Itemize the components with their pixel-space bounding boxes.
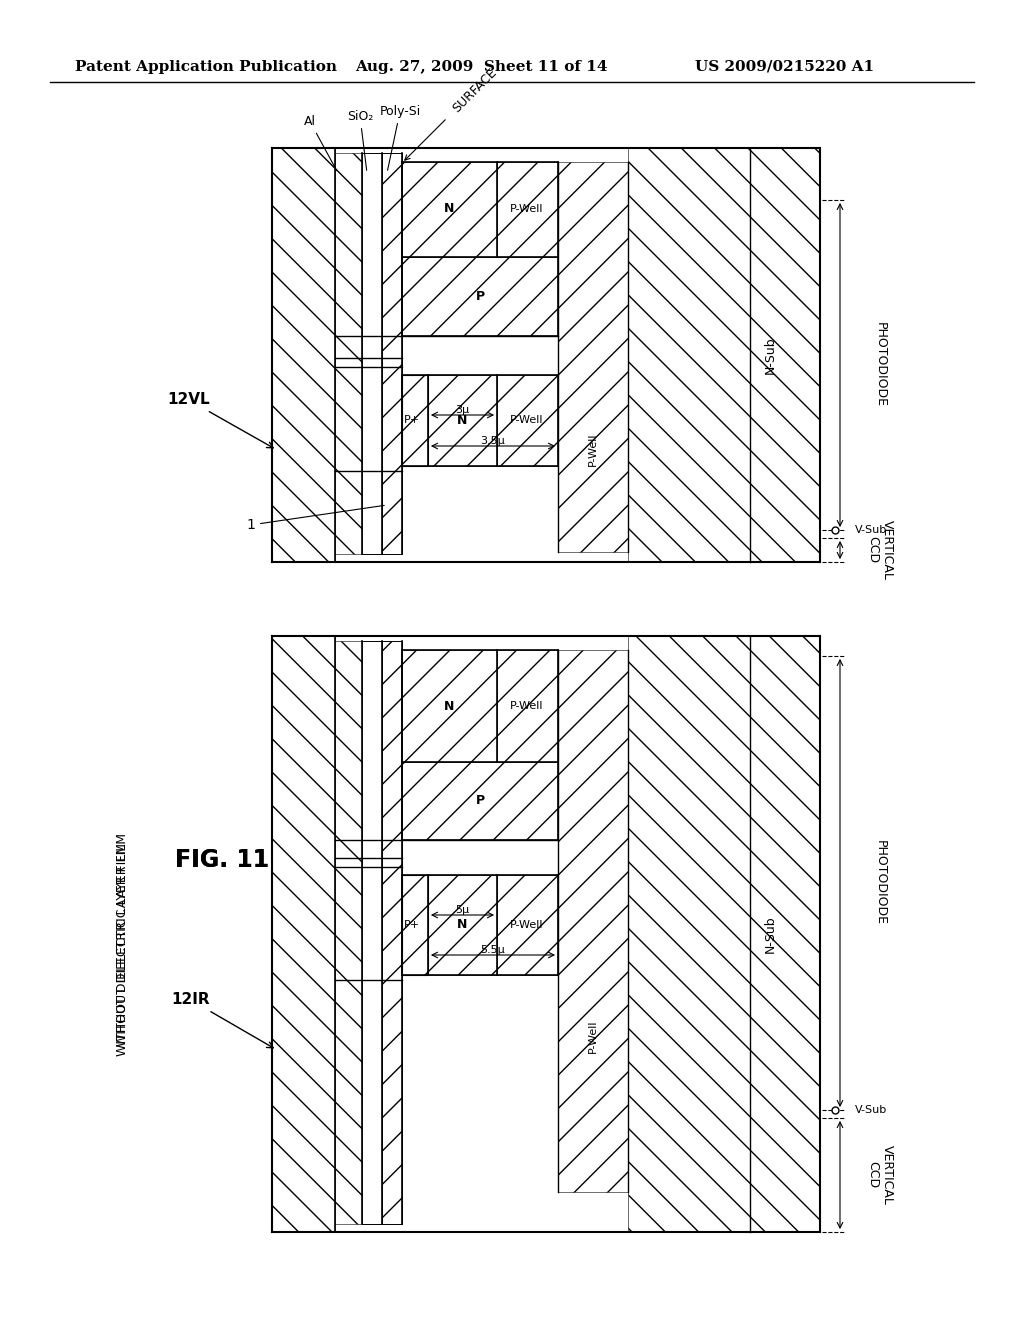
Text: 3μ: 3μ bbox=[455, 405, 469, 414]
Text: P+: P+ bbox=[403, 920, 420, 931]
Bar bbox=[335, 153, 362, 554]
Text: FIG. 11: FIG. 11 bbox=[175, 847, 269, 873]
Bar bbox=[497, 162, 558, 257]
Bar bbox=[272, 148, 335, 562]
Text: 1: 1 bbox=[246, 506, 384, 532]
Text: N: N bbox=[457, 919, 467, 932]
Text: Aug. 27, 2009  Sheet 11 of 14: Aug. 27, 2009 Sheet 11 of 14 bbox=[355, 59, 607, 74]
Text: Patent Application Publication: Patent Application Publication bbox=[75, 59, 337, 74]
Text: P-Well: P-Well bbox=[510, 205, 544, 214]
Bar bbox=[558, 649, 628, 1192]
Text: P-Well: P-Well bbox=[510, 920, 544, 931]
Text: WITHOUT DIELECTRIC LAYER FILM: WITHOUT DIELECTRIC LAYER FILM bbox=[116, 833, 128, 1047]
Text: 12VL: 12VL bbox=[167, 392, 273, 447]
Text: V-Sub: V-Sub bbox=[855, 525, 887, 535]
Text: Poly-Si: Poly-Si bbox=[379, 106, 421, 170]
Bar bbox=[628, 636, 820, 1232]
Text: VERTICAL
CCD: VERTICAL CCD bbox=[866, 1144, 894, 1205]
Text: US 2009/0215220 A1: US 2009/0215220 A1 bbox=[695, 59, 874, 74]
Bar bbox=[272, 636, 335, 1232]
Bar bbox=[382, 642, 402, 1224]
Bar bbox=[402, 875, 428, 975]
Text: 5μ: 5μ bbox=[455, 906, 469, 915]
Text: N: N bbox=[457, 413, 467, 426]
Text: P+: P+ bbox=[403, 414, 420, 425]
Text: P-Well: P-Well bbox=[588, 1019, 598, 1053]
Bar bbox=[497, 375, 558, 466]
Text: Al: Al bbox=[304, 115, 337, 170]
Text: P: P bbox=[475, 795, 484, 808]
Text: SiO₂: SiO₂ bbox=[347, 110, 373, 170]
Text: 3.5μ: 3.5μ bbox=[480, 436, 506, 446]
Text: SURFACE: SURFACE bbox=[404, 66, 500, 160]
Text: VERTICAL
CCD: VERTICAL CCD bbox=[866, 520, 894, 579]
Text: PHOTODIODE: PHOTODIODE bbox=[873, 841, 887, 925]
Text: P-Well: P-Well bbox=[588, 432, 598, 466]
Text: N-Sub: N-Sub bbox=[764, 915, 776, 953]
Text: 12IR: 12IR bbox=[171, 993, 273, 1048]
Bar bbox=[497, 875, 558, 975]
Bar bbox=[402, 875, 497, 975]
Bar bbox=[402, 375, 497, 466]
Bar bbox=[402, 375, 428, 466]
Bar bbox=[402, 162, 497, 257]
Bar bbox=[382, 153, 402, 554]
Bar bbox=[362, 642, 382, 1224]
Text: N-Sub: N-Sub bbox=[764, 337, 776, 374]
Bar bbox=[402, 257, 558, 337]
Bar bbox=[402, 649, 497, 762]
Text: N: N bbox=[443, 202, 455, 215]
Bar bbox=[402, 762, 558, 840]
Bar bbox=[362, 153, 382, 554]
Text: P-Well: P-Well bbox=[510, 701, 544, 711]
Bar bbox=[628, 148, 820, 562]
Text: 5.5μ: 5.5μ bbox=[480, 945, 506, 954]
Bar bbox=[497, 649, 558, 762]
Text: FIG. 11: FIG. 11 bbox=[175, 847, 269, 873]
Bar bbox=[335, 642, 362, 1224]
Text: P-Well: P-Well bbox=[510, 414, 544, 425]
Text: P: P bbox=[475, 289, 484, 302]
Text: PHOTODIODE: PHOTODIODE bbox=[873, 322, 887, 408]
Text: N: N bbox=[443, 700, 455, 713]
Text: V-Sub: V-Sub bbox=[855, 1105, 887, 1115]
Text: WITHOUT DIELECTRIC LAYER FILM: WITHOUT DIELECTRIC LAYER FILM bbox=[116, 843, 128, 1056]
Bar bbox=[558, 162, 628, 552]
